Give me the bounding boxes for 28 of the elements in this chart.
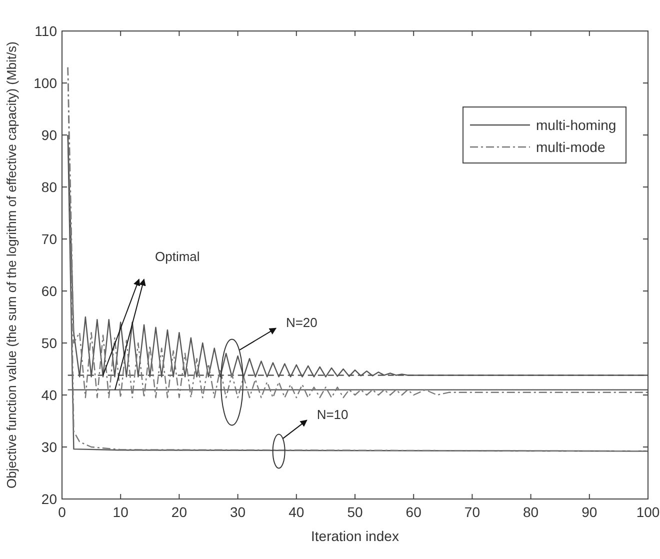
x-tick-label: 80 [523, 504, 539, 520]
y-tick-label: 100 [34, 75, 58, 91]
legend-label: multi-mode [536, 139, 606, 155]
x-tick-label: 10 [112, 504, 129, 520]
y-tick-label: 110 [34, 23, 58, 39]
x-tick-label: 40 [288, 504, 304, 520]
x-tick-label: 50 [347, 504, 363, 520]
annotation: N=20 [286, 315, 318, 330]
y-tick-label: 40 [41, 387, 58, 403]
annotation: Optimal [155, 249, 200, 264]
x-tick-label: 100 [636, 504, 660, 520]
x-tick-label: 20 [171, 504, 188, 520]
y-axis-title: Objective function value (the sum of the logrithm of effective capacity) (Mbit/s) [4, 41, 19, 489]
x-tick-label: 90 [582, 504, 598, 520]
y-tick-label: 20 [41, 491, 58, 507]
y-tick-label: 60 [41, 283, 58, 299]
y-tick-label: 80 [41, 179, 58, 195]
legend-label: multi-homing [536, 117, 616, 133]
x-tick-label: 30 [230, 504, 246, 520]
y-tick-label: 30 [41, 439, 58, 455]
y-tick-label: 70 [41, 231, 58, 247]
x-axis-title: Iteration index [311, 528, 399, 544]
y-tick-label: 50 [41, 335, 58, 351]
x-tick-label: 60 [406, 504, 422, 520]
annotation: N=10 [316, 407, 348, 422]
y-tick-label: 90 [41, 127, 58, 143]
x-tick-label: 0 [58, 504, 66, 520]
x-tick-label: 70 [464, 504, 480, 520]
